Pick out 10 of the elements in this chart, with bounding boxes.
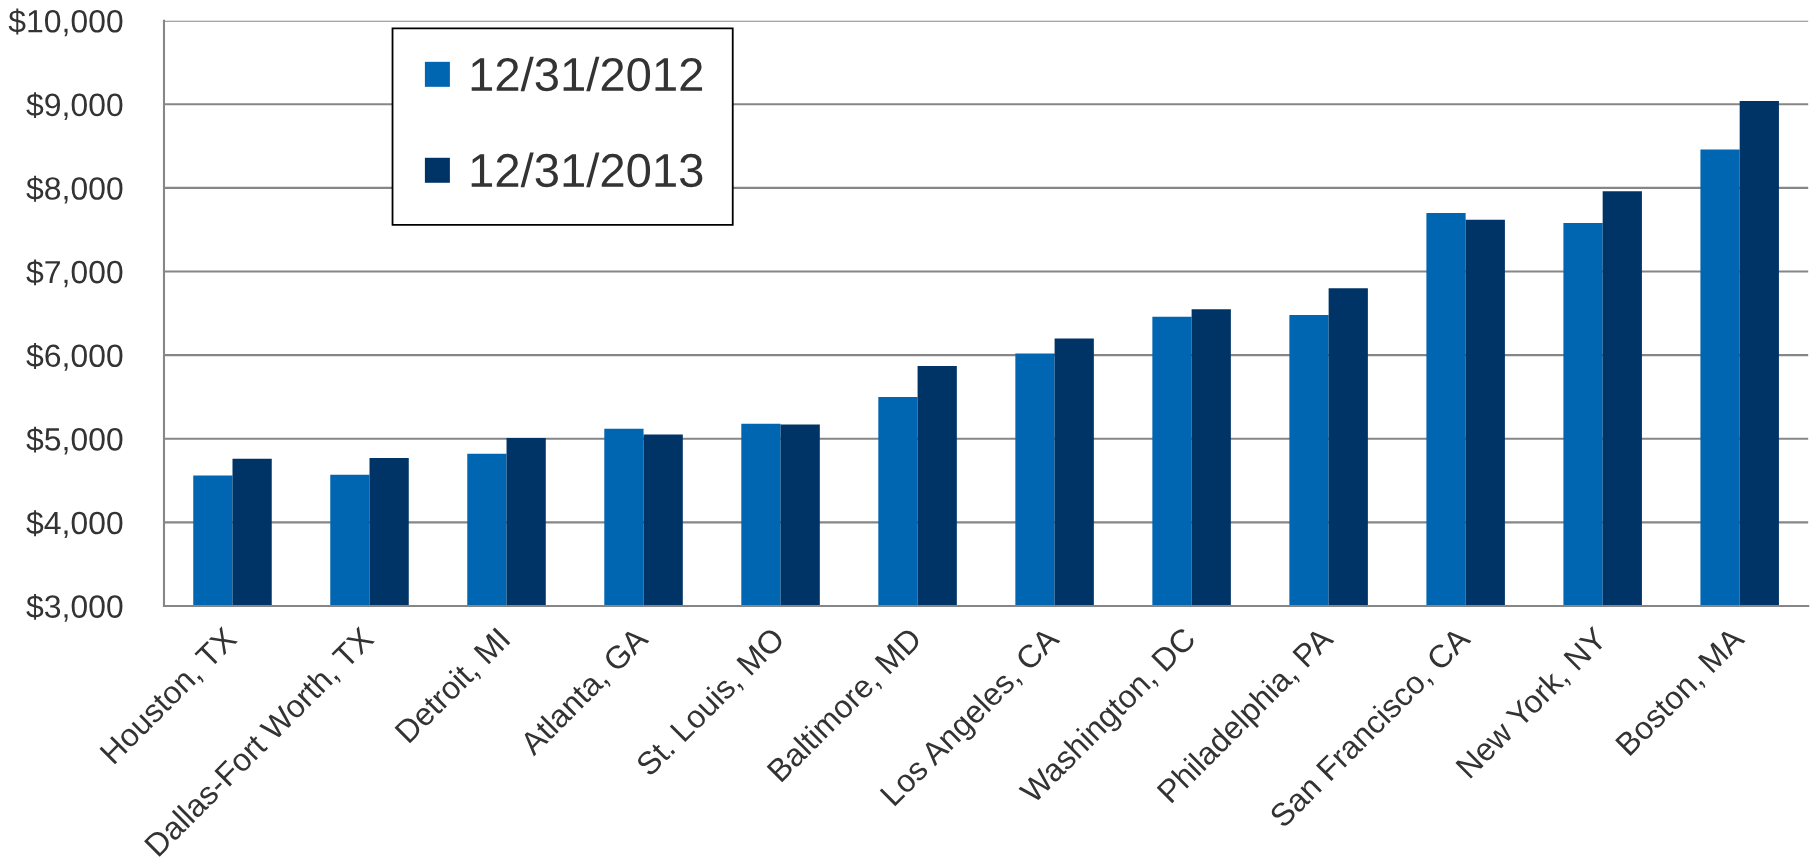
legend-label: 12/31/2012 [471,56,703,92]
y-tick-label: $9,000 [26,92,123,120]
y-tick-label: $7,000 [26,259,123,288]
y-tick-label: $8,000 [26,175,123,204]
y-tick-label: $6,000 [26,343,123,371]
y-tick-label: $10,000 [8,8,123,37]
y-tick-label: $4,000 [26,510,123,539]
legend-label: 12/31/2013 [471,152,703,188]
y-tick-label: $3,000 [26,593,123,622]
y-tick-label: $5,000 [26,426,123,455]
